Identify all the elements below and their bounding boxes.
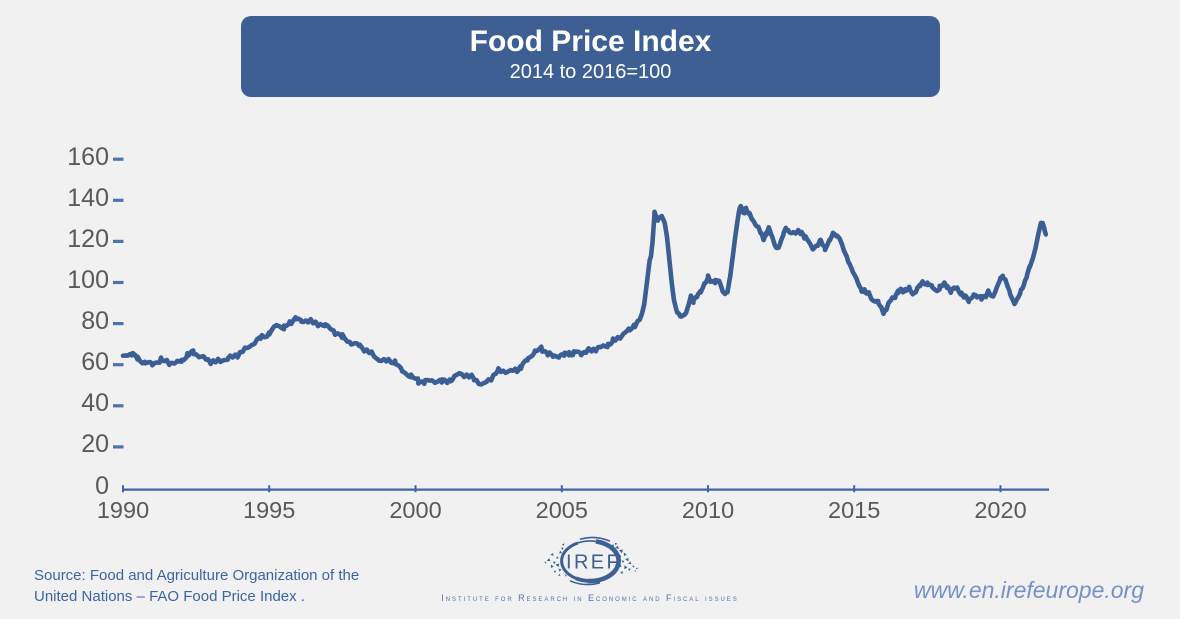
- svg-text:IREF: IREF: [566, 552, 621, 574]
